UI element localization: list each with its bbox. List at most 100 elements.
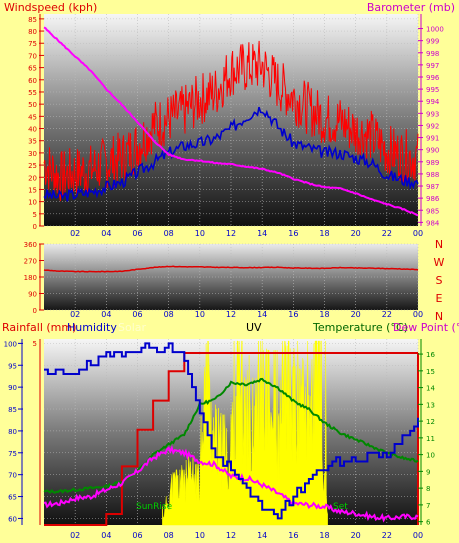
legend-solar: Solar [118,321,147,334]
barometer-tick-label: 990 [426,147,439,155]
windspeed-tick-label: 20 [28,174,37,182]
time-tick-label: 00 [413,531,423,540]
time-tick-label: 20 [351,310,361,319]
sunrise-annotation: SunRise [136,502,173,512]
humidity-line [44,342,419,520]
direction-tick-label: 0 [33,307,37,315]
temperature-tick-label: 6 [426,519,431,527]
temperature-tick-label: 15 [426,368,435,376]
barometer-tick-label: 987 [426,183,439,191]
humidity-tick-label: 60 [8,515,17,523]
time-tick-label: 16 [288,229,298,238]
time-tick-label: 20 [351,531,361,540]
barometer-tick-label: 995 [426,86,439,94]
time-tick-label: 22 [382,229,392,238]
temperature-tick-label: 14 [426,385,435,393]
time-tick-label: 02 [70,310,80,319]
time-tick-label: 10 [195,229,205,238]
windspeed-tick-label: 30 [28,150,37,158]
time-tick-label: 22 [382,531,392,540]
time-tick-label: 22 [382,310,392,319]
time-tick-label: 18 [319,310,329,319]
wind-average-line [43,106,419,202]
barometer-tick-label: 998 [426,50,439,58]
legend-rainfall: Rainfall (mm) [2,321,76,334]
legend-dew-point: Dew Point (°C) [393,321,459,334]
humidity-tick-label: 95 [8,362,17,370]
time-tick-label: 04 [101,531,111,540]
temperature-tick-label: 10 [426,452,435,460]
direction-tick-label: 90 [28,291,37,299]
wind-direction-line [43,265,419,273]
windspeed-axis-label: Windspeed (kph) [4,1,97,14]
humidity-tick-label: 90 [8,384,17,392]
time-tick-label: 14 [257,229,267,238]
barometer-tick-label: 986 [426,195,440,203]
barometer-tick-label: 994 [426,98,440,106]
legend-humidity: Humidity [67,321,117,334]
time-tick-label: 18 [319,531,329,540]
barometer-tick-label: 985 [426,207,439,215]
time-tick-label: 04 [101,229,111,238]
time-tick-label: 10 [195,310,205,319]
humidity-tick-label: 70 [8,472,17,480]
compass-label: N [435,238,443,251]
legend-uv: UV [246,321,262,334]
rain-tick-label: 5 [33,340,37,348]
barometer-tick-label: 992 [426,122,439,130]
windspeed-tick-label: 40 [28,126,37,134]
windspeed-tick-label: 45 [28,113,37,121]
windspeed-tick-label: 60 [28,77,37,85]
time-tick-label: 08 [164,531,174,540]
time-tick-label: 06 [132,229,142,238]
windspeed-tick-label: 35 [28,138,37,146]
windspeed-tick-label: 0 [33,223,37,231]
compass-label: N [435,310,443,323]
time-tick-label: 14 [257,531,267,540]
windspeed-tick-label: 5 [33,211,37,219]
humidity-tick-label: 85 [8,406,17,414]
time-tick-label: 10 [195,531,205,540]
temperature-tick-label: 11 [426,435,435,443]
time-tick-label: 12 [226,229,236,238]
time-tick-label: 00 [413,229,423,238]
temperature-tick-label: 13 [426,401,435,409]
time-tick-label: 02 [70,531,80,540]
time-tick-label: 12 [226,310,236,319]
windspeed-tick-label: 75 [28,40,37,48]
barometer-tick-label: 989 [426,159,439,167]
compass-label: S [436,274,443,287]
time-tick-label: 16 [288,531,298,540]
barometer-tick-label: 996 [426,74,440,82]
temperature-tick-label: 9 [426,468,430,476]
windspeed-tick-label: 10 [28,199,37,207]
time-tick-label: 04 [101,310,111,319]
direction-tick-label: 270 [24,258,37,266]
barometer-tick-label: 997 [426,62,439,70]
time-tick-label: 02 [70,229,80,238]
windspeed-tick-label: 85 [28,16,37,24]
windspeed-tick-label: 50 [28,101,37,109]
barometer-axis-label: Barometer (mb) [367,1,455,14]
legend-temperature: Temperature (°C) [312,321,408,334]
dew-point-line [43,445,419,523]
time-tick-label: 18 [319,229,329,238]
wind-gust-line [43,40,419,202]
time-tick-label: 06 [132,531,142,540]
temperature-tick-label: 8 [426,485,430,493]
time-tick-label: 14 [257,310,267,319]
barometer-tick-label: 999 [426,38,439,46]
barometer-tick-label: 988 [426,171,439,179]
time-tick-label: 16 [288,310,298,319]
temperature-line [43,377,419,494]
windspeed-tick-label: 25 [28,162,37,170]
sunset-annotation: Set [333,502,348,512]
time-tick-label: 08 [164,310,174,319]
compass-label: E [436,292,443,305]
barometer-line [43,26,419,217]
windspeed-tick-label: 15 [28,186,37,194]
direction-tick-label: 180 [24,274,37,282]
barometer-tick-label: 991 [426,135,439,143]
windspeed-tick-label: 65 [28,65,37,73]
time-tick-label: 08 [164,229,174,238]
